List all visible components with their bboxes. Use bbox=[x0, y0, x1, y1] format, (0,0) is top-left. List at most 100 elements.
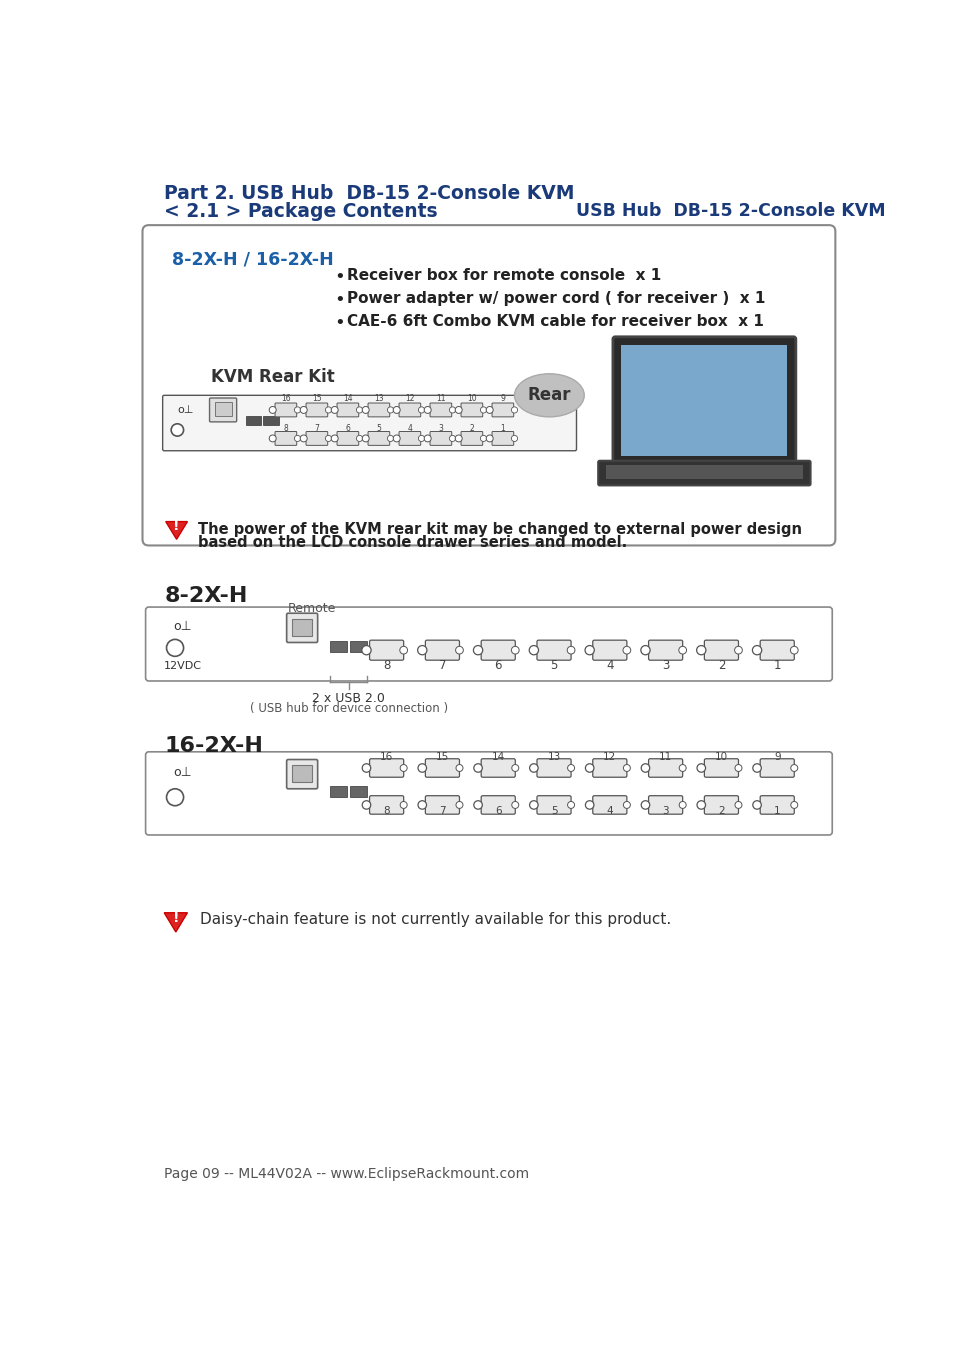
FancyBboxPatch shape bbox=[286, 760, 317, 788]
Circle shape bbox=[167, 788, 183, 806]
FancyBboxPatch shape bbox=[274, 404, 296, 417]
Circle shape bbox=[362, 406, 369, 413]
Text: 16: 16 bbox=[281, 394, 291, 404]
Circle shape bbox=[455, 406, 461, 413]
FancyBboxPatch shape bbox=[703, 795, 738, 814]
Circle shape bbox=[294, 435, 300, 441]
FancyBboxPatch shape bbox=[537, 640, 571, 660]
Circle shape bbox=[418, 406, 424, 413]
Circle shape bbox=[362, 764, 371, 772]
Circle shape bbox=[790, 647, 798, 653]
FancyBboxPatch shape bbox=[274, 432, 296, 446]
Text: 7: 7 bbox=[314, 424, 319, 433]
Circle shape bbox=[529, 645, 537, 655]
Text: based on the LCD console drawer series and model.: based on the LCD console drawer series a… bbox=[198, 536, 627, 551]
Circle shape bbox=[399, 764, 407, 771]
Circle shape bbox=[529, 801, 537, 809]
Circle shape bbox=[752, 645, 760, 655]
Circle shape bbox=[622, 764, 630, 771]
Text: 11: 11 bbox=[659, 752, 672, 761]
Text: o⊥: o⊥ bbox=[177, 405, 193, 414]
Text: 5: 5 bbox=[550, 659, 558, 672]
Circle shape bbox=[449, 406, 456, 413]
Text: 4: 4 bbox=[606, 806, 613, 817]
Circle shape bbox=[418, 435, 424, 441]
Bar bbox=[330, 641, 347, 652]
Circle shape bbox=[424, 406, 431, 413]
Bar bbox=[263, 416, 278, 425]
Circle shape bbox=[734, 802, 741, 809]
Text: 2: 2 bbox=[717, 659, 724, 672]
FancyBboxPatch shape bbox=[703, 759, 738, 778]
Text: The power of the KVM rear kit may be changed to external power design: The power of the KVM rear kit may be cha… bbox=[198, 521, 801, 536]
FancyBboxPatch shape bbox=[492, 432, 513, 446]
Text: USB Hub  DB-15 2-Console KVM: USB Hub DB-15 2-Console KVM bbox=[576, 202, 885, 220]
Text: 4: 4 bbox=[407, 424, 412, 433]
Circle shape bbox=[480, 406, 486, 413]
Text: 7: 7 bbox=[438, 659, 446, 672]
FancyBboxPatch shape bbox=[336, 432, 358, 446]
FancyBboxPatch shape bbox=[592, 759, 626, 778]
FancyBboxPatch shape bbox=[612, 336, 795, 464]
Text: 3: 3 bbox=[661, 806, 668, 817]
Circle shape bbox=[790, 802, 797, 809]
Text: Part 2. USB Hub  DB-15 2-Console KVM: Part 2. USB Hub DB-15 2-Console KVM bbox=[164, 184, 574, 202]
Bar bbox=[292, 618, 312, 636]
Text: !: ! bbox=[172, 911, 179, 925]
Circle shape bbox=[511, 764, 518, 771]
Text: ( USB hub for device connection ): ( USB hub for device connection ) bbox=[250, 702, 447, 714]
Text: 1: 1 bbox=[500, 424, 505, 433]
Text: 5: 5 bbox=[550, 806, 557, 817]
FancyBboxPatch shape bbox=[760, 759, 794, 778]
FancyBboxPatch shape bbox=[425, 759, 459, 778]
Text: 14: 14 bbox=[491, 752, 504, 761]
Text: Power adapter w/ power cord ( for receiver )  x 1: Power adapter w/ power cord ( for receiv… bbox=[347, 292, 764, 306]
Text: 10: 10 bbox=[467, 394, 476, 404]
Circle shape bbox=[356, 435, 362, 441]
FancyBboxPatch shape bbox=[286, 613, 317, 643]
FancyBboxPatch shape bbox=[306, 404, 328, 417]
Text: Remote: Remote bbox=[287, 602, 335, 616]
Text: •: • bbox=[335, 315, 345, 332]
Text: 6: 6 bbox=[495, 806, 501, 817]
Circle shape bbox=[361, 645, 371, 655]
Bar bbox=[214, 402, 232, 416]
Text: •: • bbox=[335, 269, 345, 286]
Circle shape bbox=[622, 802, 630, 809]
Bar bbox=[620, 346, 786, 456]
Text: 2 x USB 2.0: 2 x USB 2.0 bbox=[312, 691, 385, 705]
FancyBboxPatch shape bbox=[760, 640, 794, 660]
Text: 2: 2 bbox=[469, 424, 474, 433]
FancyBboxPatch shape bbox=[492, 404, 513, 417]
Text: Rear: Rear bbox=[527, 386, 571, 404]
Circle shape bbox=[585, 764, 594, 772]
Text: o⊥: o⊥ bbox=[173, 620, 192, 633]
FancyBboxPatch shape bbox=[760, 795, 794, 814]
Text: !: ! bbox=[173, 520, 180, 533]
Text: 6: 6 bbox=[494, 659, 501, 672]
FancyBboxPatch shape bbox=[146, 608, 831, 680]
FancyBboxPatch shape bbox=[369, 759, 403, 778]
Circle shape bbox=[622, 647, 630, 653]
FancyBboxPatch shape bbox=[537, 759, 571, 778]
Text: 12: 12 bbox=[405, 394, 415, 404]
Circle shape bbox=[567, 647, 575, 653]
Text: 15: 15 bbox=[312, 394, 321, 404]
Text: 1: 1 bbox=[773, 659, 781, 672]
FancyBboxPatch shape bbox=[369, 795, 403, 814]
FancyBboxPatch shape bbox=[425, 795, 459, 814]
FancyBboxPatch shape bbox=[598, 460, 810, 486]
Circle shape bbox=[679, 764, 685, 771]
Circle shape bbox=[331, 435, 337, 441]
Circle shape bbox=[456, 802, 462, 809]
Circle shape bbox=[679, 647, 686, 653]
Circle shape bbox=[474, 764, 482, 772]
FancyBboxPatch shape bbox=[306, 432, 328, 446]
FancyBboxPatch shape bbox=[146, 752, 831, 836]
FancyBboxPatch shape bbox=[592, 640, 626, 660]
Text: 16-2X-H: 16-2X-H bbox=[164, 736, 263, 756]
Circle shape bbox=[752, 801, 760, 809]
Circle shape bbox=[584, 645, 594, 655]
Text: 5: 5 bbox=[376, 424, 381, 433]
FancyBboxPatch shape bbox=[336, 404, 358, 417]
